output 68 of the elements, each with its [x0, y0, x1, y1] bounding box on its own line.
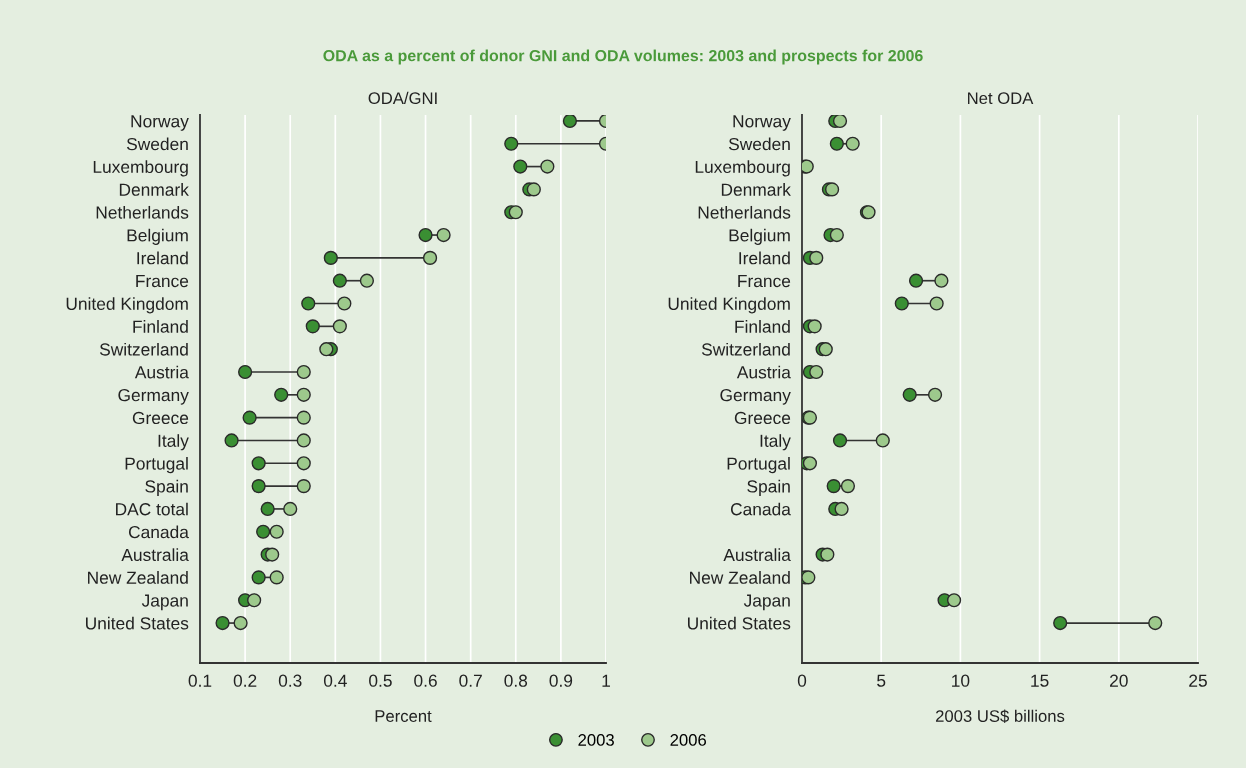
chart-subtitle: Net ODA	[968, 92, 1034, 105]
y-tick-label: Portugal	[727, 457, 790, 474]
x-tick-label: 0.6	[414, 674, 437, 687]
y-tick-label: Luxembourg	[695, 160, 790, 177]
y-tick-label: Japan	[743, 594, 790, 611]
y-tick-label: New Zealand	[88, 571, 188, 584]
x-tick-label: 15	[1031, 674, 1049, 687]
legend-label: 2003	[578, 734, 614, 746]
x-tick-label: 20	[1110, 674, 1128, 687]
y-tick-label: Norway	[131, 115, 189, 131]
y-tick-label: Finland	[133, 320, 188, 333]
y-tick-label: Italy	[760, 434, 791, 451]
x-tick-label: 0.8	[504, 674, 528, 687]
y-tick-label: DAC total	[116, 502, 188, 516]
y-tick-label: Australia	[723, 548, 791, 562]
x-tick-label: 0.3	[278, 674, 302, 687]
x-tick-label: 10	[952, 674, 970, 687]
y-tick-label: United Kingdom	[668, 297, 790, 314]
y-tick-label: Ireland	[739, 251, 790, 265]
y-tick-label: Belgium	[729, 228, 790, 245]
y-tick-label: Germany	[720, 388, 791, 405]
y-tick-label: Spain	[145, 479, 188, 497]
y-tick-label: Sweden	[728, 137, 790, 151]
x-tick-label: 0.4	[323, 674, 347, 687]
y-tick-label: Belgium	[127, 228, 188, 245]
x-tick-label: 0	[797, 674, 807, 687]
x-tick-label: 1	[602, 674, 610, 687]
y-tick-label: Canada	[730, 502, 791, 516]
y-tick-label: Austria	[736, 365, 791, 379]
x-tick-label: 25	[1189, 674, 1207, 687]
y-tick-label: France	[136, 275, 189, 288]
x-axis-title: 2003 US$ billions	[935, 709, 1065, 723]
y-tick-label: Greece	[734, 411, 791, 425]
y-tick-label: Germany	[118, 388, 189, 405]
y-tick-label: Australia	[121, 548, 189, 562]
y-tick-label: Switzerland	[99, 342, 188, 356]
y-tick-label: Finland	[735, 320, 790, 333]
y-tick-label: Denmark	[721, 183, 791, 196]
x-tick-label: 5	[877, 674, 886, 687]
x-tick-label: 0.7	[459, 674, 482, 687]
x-axis-title: Percent	[375, 710, 432, 722]
y-tick-label: France	[738, 275, 791, 288]
y-tick-label: New Zealand	[690, 571, 790, 584]
y-tick-label: Japan	[141, 594, 188, 611]
y-tick-label: Netherlands	[96, 205, 189, 219]
y-tick-label: Italy	[158, 434, 189, 451]
chart-subtitle: ODA/GNI	[368, 91, 437, 105]
y-tick-label: Netherlands	[698, 205, 791, 219]
y-tick-label: Switzerland	[701, 342, 790, 356]
y-tick-label: Spain	[747, 479, 790, 497]
y-tick-label: Greece	[132, 411, 189, 425]
y-tick-label: Norway	[733, 115, 791, 131]
y-tick-label: United Kingdom	[66, 297, 188, 314]
legend-label: 2006	[670, 734, 707, 746]
y-tick-label: United States	[688, 616, 791, 630]
y-tick-label: Austria	[134, 365, 189, 379]
x-tick-label: 0.1	[188, 674, 212, 687]
chart-title: ODA as a percent of donor GNI and ODA volumes: 2003 and prospects for 2006	[323, 49, 923, 65]
x-tick-label: 0.2	[233, 674, 257, 687]
y-tick-label: United States	[86, 616, 189, 630]
y-tick-label: Portugal	[125, 457, 188, 474]
y-tick-label: Canada	[128, 525, 189, 539]
y-tick-label: Luxembourg	[93, 160, 188, 177]
x-tick-label: 0.5	[369, 674, 392, 687]
x-tick-label: 0.9	[549, 674, 573, 687]
y-tick-label: Denmark	[119, 183, 189, 196]
y-tick-label: Ireland	[137, 251, 188, 265]
y-tick-label: Sweden	[126, 137, 188, 151]
